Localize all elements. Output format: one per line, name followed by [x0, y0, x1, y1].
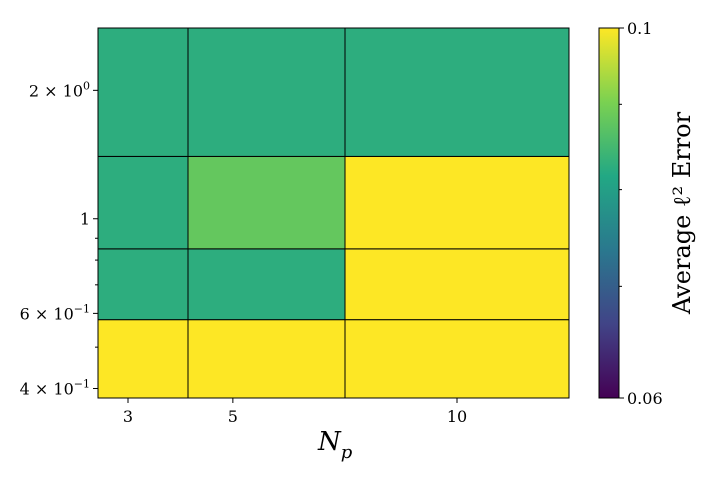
heatmap-cell-r3-c2: [344, 27, 570, 157]
x-tick-label: 5: [228, 407, 238, 426]
heatmap-cell-r0-c1: [187, 319, 346, 399]
heatmap-cell-r2-c2: [344, 155, 570, 250]
heatmap-cell-r1-c0: [97, 248, 189, 321]
heatmap-cell-r3-c1: [187, 27, 346, 157]
colorbar-tick-label-max: 0.1: [627, 19, 652, 38]
heatmap-cell-r1-c2: [344, 248, 570, 321]
colorbar-label: Average ℓ² Error: [668, 111, 696, 315]
heatmap-cell-r0-c0: [97, 319, 189, 399]
y-tick-label: 2 × 100: [29, 79, 90, 100]
heatmap-cell-r0-c2: [344, 319, 570, 399]
heatmap-cell-r3-c0: [97, 27, 189, 157]
heatmap-cell-r2-c1: [187, 155, 346, 250]
heatmap-cells: [97, 27, 570, 399]
x-axis-label: Np: [317, 427, 353, 463]
plot-frame: [97, 27, 570, 399]
x-axis-ticks: 3 5 10: [123, 398, 467, 426]
y-axis-ticks: 2 × 100 1 6 × 10−1 4 × 10−1: [20, 79, 98, 398]
y-tick-label: 6 × 10−1: [20, 302, 90, 323]
y-tick-label: 4 × 10−1: [20, 377, 90, 398]
x-tick-label: 3: [123, 407, 133, 426]
x-tick-label: 10: [447, 407, 467, 426]
x-axis-label-subscript: p: [341, 442, 353, 463]
colorbar: [598, 27, 620, 399]
heatmap-cell-r1-c1: [187, 248, 346, 321]
colorbar-minor-ticks: [619, 103, 622, 287]
colorbar-tick-label-min: 0.06: [627, 389, 663, 408]
heatmap-cell-r2-c0: [97, 155, 189, 250]
y-tick-label: 1: [80, 210, 90, 229]
